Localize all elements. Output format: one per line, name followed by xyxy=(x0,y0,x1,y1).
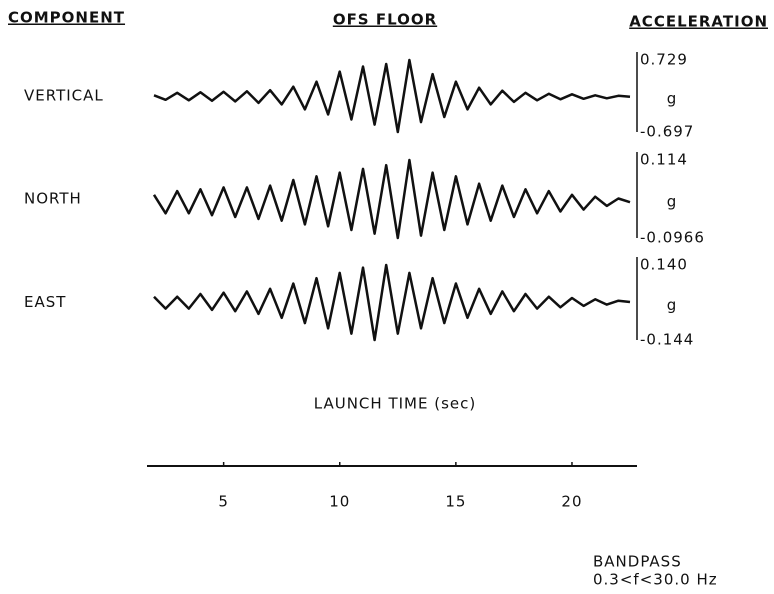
y-tick-label: 0.140 xyxy=(640,256,688,274)
chart-title: OFS FLOOR xyxy=(333,11,437,29)
note: 0.3<f<30.0 Hz xyxy=(593,571,718,589)
y-tick-label: -0.0966 xyxy=(640,229,705,247)
trace xyxy=(152,158,631,240)
unit-label: g xyxy=(667,193,678,211)
x-axis-label: LAUNCH TIME (sec) xyxy=(314,395,476,413)
left-header: COMPONENT xyxy=(8,9,125,27)
series-label: EAST xyxy=(24,293,66,311)
unit-label: g xyxy=(667,296,678,314)
x-tick-label: 20 xyxy=(561,493,582,511)
y-tick-label: -0.144 xyxy=(640,331,694,349)
trace xyxy=(153,58,631,134)
x-tick-label: 5 xyxy=(218,493,229,511)
y-tick-label: 0.729 xyxy=(640,51,688,69)
y-tick-label: -0.697 xyxy=(640,123,694,141)
series-label: VERTICAL xyxy=(24,87,104,105)
note: BANDPASS xyxy=(593,553,682,571)
x-tick-label: 10 xyxy=(329,493,350,511)
trace xyxy=(153,263,631,342)
x-tick-label: 15 xyxy=(445,493,466,511)
unit-label: g xyxy=(667,90,678,108)
series-label: NORTH xyxy=(24,190,82,208)
y-tick-label: 0.114 xyxy=(640,151,688,169)
right-header: ACCELERATION xyxy=(629,13,768,31)
